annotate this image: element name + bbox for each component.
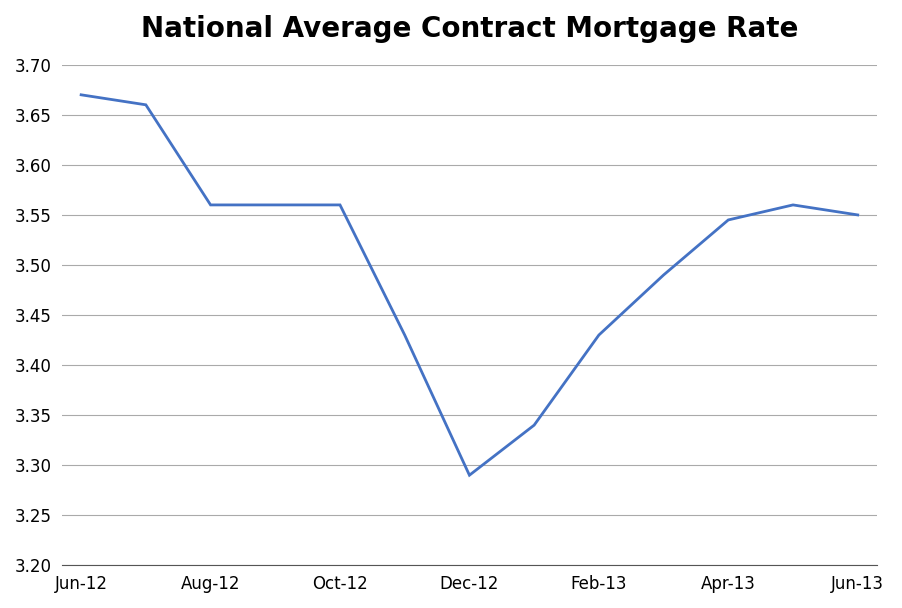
Title: National Average Contract Mortgage Rate: National Average Contract Mortgage Rate: [141, 15, 798, 43]
